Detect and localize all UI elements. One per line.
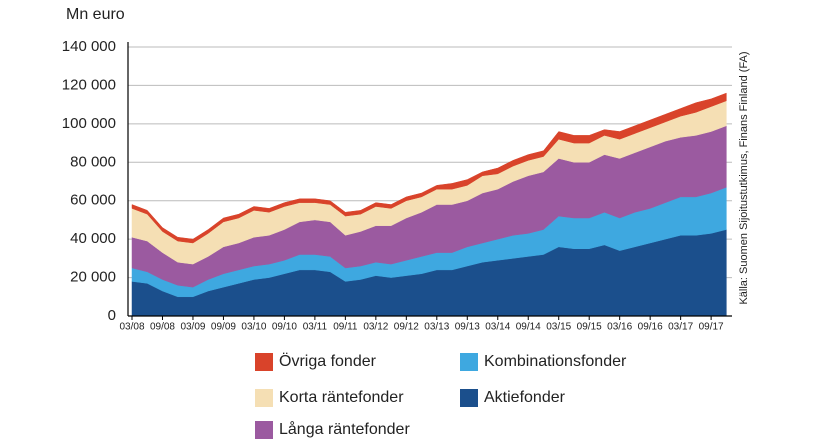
legend-label: Korta räntefonder bbox=[279, 389, 404, 406]
x-tick-label: 03/12 bbox=[363, 322, 388, 333]
y-tick-label: 100 000 bbox=[62, 115, 116, 132]
x-tick-label: 03/08 bbox=[119, 322, 144, 333]
x-tick-label: 09/14 bbox=[516, 322, 541, 333]
y-tick-label: 20 000 bbox=[70, 269, 116, 286]
legend-swatch bbox=[460, 353, 478, 371]
legend-swatch bbox=[255, 353, 273, 371]
x-tick-label: 09/10 bbox=[272, 322, 297, 333]
legend-label: Övriga fonder bbox=[279, 352, 377, 370]
x-tick-label: 09/15 bbox=[577, 322, 602, 333]
y-tick-label: 0 bbox=[108, 307, 116, 324]
source-note: Källa: Suomen Sijoitustutkimus, Finans F… bbox=[738, 51, 750, 304]
x-tick-label: 09/17 bbox=[699, 322, 724, 333]
x-tick-label: 09/11 bbox=[333, 322, 358, 333]
legend-label: Aktiefonder bbox=[484, 389, 566, 406]
legend-label: Kombinationsfonder bbox=[484, 353, 627, 370]
x-tick-label: 09/16 bbox=[638, 322, 663, 333]
x-tick-label: 09/09 bbox=[211, 322, 236, 333]
y-tick-label: 140 000 bbox=[62, 38, 116, 55]
y-tick-label: 80 000 bbox=[70, 153, 116, 170]
x-tick-label: 09/12 bbox=[394, 322, 419, 333]
area bbox=[131, 92, 727, 244]
legend-label: Långa räntefonder bbox=[279, 420, 410, 438]
x-tick-label: 03/16 bbox=[607, 322, 632, 333]
y-tick-label: 120 000 bbox=[62, 76, 116, 93]
y-tick-label: 40 000 bbox=[70, 230, 116, 247]
x-tick-label: 09/08 bbox=[150, 322, 175, 333]
y-axis-label: Mn euro bbox=[66, 6, 125, 23]
y-tick-label: 60 000 bbox=[70, 192, 116, 209]
x-tick-label: 03/10 bbox=[241, 322, 266, 333]
x-tick-label: 03/13 bbox=[424, 322, 449, 333]
legend-swatch bbox=[255, 389, 273, 407]
x-tick-label: 03/15 bbox=[546, 322, 571, 333]
x-tick-label: 03/14 bbox=[485, 322, 510, 333]
x-tick-label: 03/09 bbox=[180, 322, 205, 333]
x-tick-label: 03/11 bbox=[303, 322, 328, 333]
x-tick-label: 03/17 bbox=[668, 322, 693, 333]
legend-swatch bbox=[460, 389, 478, 407]
x-tick-label: 09/13 bbox=[455, 322, 480, 333]
legend-swatch bbox=[255, 421, 273, 439]
